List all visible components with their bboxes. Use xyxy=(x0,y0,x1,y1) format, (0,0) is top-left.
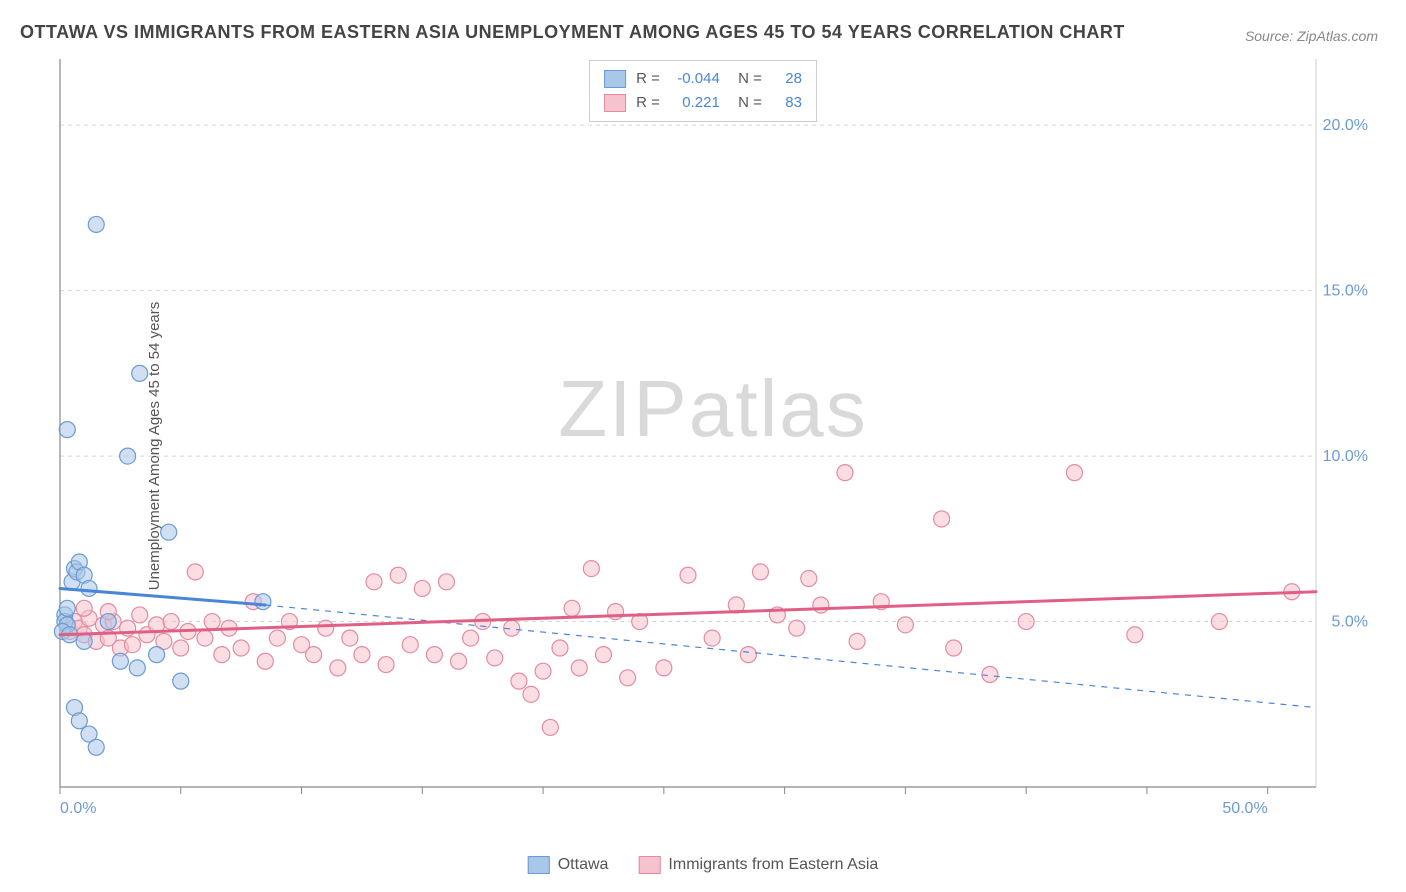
legend-label-immigrants: Immigrants from Eastern Asia xyxy=(668,856,878,874)
swatch-immigrants xyxy=(638,856,660,874)
legend-item-immigrants: Immigrants from Eastern Asia xyxy=(638,856,878,874)
n-value-ottawa: 28 xyxy=(772,67,802,91)
scatter-plot-svg: 5.0% 10.0% 15.0% 20.0% 0.0% 50.0% xyxy=(52,55,1374,825)
swatch-ottawa xyxy=(604,70,626,88)
swatch-immigrants xyxy=(604,94,626,112)
swatch-ottawa xyxy=(528,856,550,874)
svg-text:15.0%: 15.0% xyxy=(1323,283,1368,300)
r-value-immigrants: 0.221 xyxy=(670,91,720,115)
legend-label-ottawa: Ottawa xyxy=(558,856,609,874)
chart-title: OTTAWA VS IMMIGRANTS FROM EASTERN ASIA U… xyxy=(20,22,1125,43)
r-label: R = xyxy=(636,91,660,115)
n-label: N = xyxy=(730,67,762,91)
correlation-legend: R = -0.044 N = 28 R = 0.221 N = 83 xyxy=(589,60,817,122)
r-label: R = xyxy=(636,67,660,91)
legend-row-immigrants: R = 0.221 N = 83 xyxy=(604,91,802,115)
svg-text:50.0%: 50.0% xyxy=(1222,800,1267,817)
series-legend: Ottawa Immigrants from Eastern Asia xyxy=(528,856,879,874)
svg-text:10.0%: 10.0% xyxy=(1323,448,1368,465)
n-label: N = xyxy=(730,91,762,115)
chart-container: OTTAWA VS IMMIGRANTS FROM EASTERN ASIA U… xyxy=(0,0,1406,892)
legend-item-ottawa: Ottawa xyxy=(528,856,609,874)
plot-area: 5.0%10.0%15.0%20.0%0.0%50.0% ZIPatlas xyxy=(52,55,1374,825)
source-attribution: Source: ZipAtlas.com xyxy=(1245,28,1378,44)
svg-text:5.0%: 5.0% xyxy=(1332,614,1368,631)
n-value-immigrants: 83 xyxy=(772,91,802,115)
svg-text:0.0%: 0.0% xyxy=(60,800,96,817)
legend-row-ottawa: R = -0.044 N = 28 xyxy=(604,67,802,91)
svg-text:20.0%: 20.0% xyxy=(1323,117,1368,134)
r-value-ottawa: -0.044 xyxy=(670,67,720,91)
